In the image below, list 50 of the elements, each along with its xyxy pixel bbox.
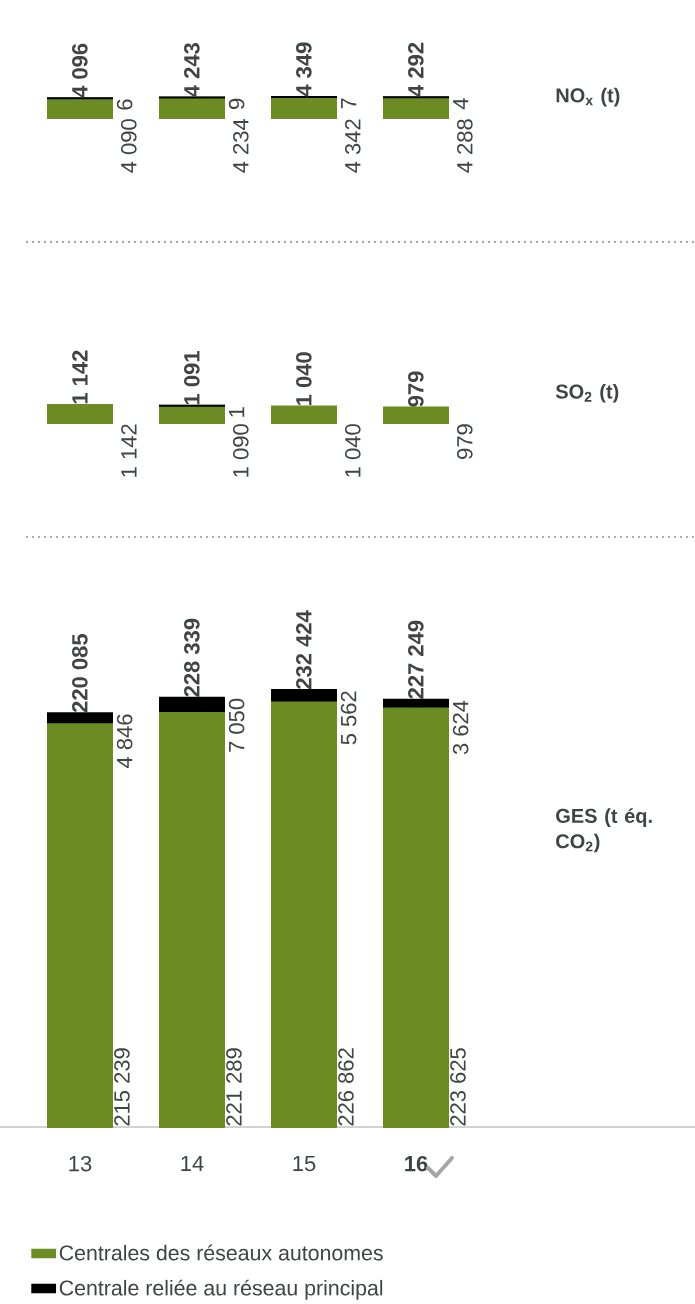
bar	[383, 698, 449, 708]
total-label: 228 339	[184, 618, 200, 697]
total-label: 220 085	[72, 634, 88, 713]
total-label: 4 292	[408, 42, 424, 97]
bar	[47, 721, 113, 1128]
data-label: 221 289	[226, 1048, 242, 1126]
data-label: 4	[453, 98, 469, 110]
total-label: 1 091	[184, 351, 200, 405]
data-label: 1 040	[345, 424, 361, 477]
data-label: 7 050	[228, 698, 245, 752]
data-label: 4 342	[345, 119, 361, 173]
total-label: 4 243	[184, 43, 200, 97]
y-axis-title: NO$_{x}$ (t)	[556, 87, 620, 107]
x-tick-label: 13	[69, 1155, 92, 1172]
data-label: 3 624	[452, 700, 469, 755]
legend-label: Centrales des réseaux autonomes	[59, 1244, 383, 1261]
data-label: 223 625	[450, 1048, 466, 1126]
data-label: 979	[457, 424, 473, 459]
bar	[271, 689, 337, 702]
legend-label: Centrale reliée au réseau principal	[59, 1279, 383, 1300]
data-label: 6	[116, 99, 133, 110]
data-label: 7	[341, 98, 357, 109]
total-label: 4 096	[72, 43, 88, 98]
data-label: 1	[229, 407, 245, 417]
total-label: 979	[408, 371, 424, 407]
total-label: 4 349	[296, 42, 312, 97]
x-tick-label: 14	[181, 1155, 204, 1172]
bar	[159, 709, 225, 1128]
data-label: 5 562	[340, 691, 357, 745]
data-label: 4 090	[121, 119, 137, 173]
y-axis-title: SO$_{2}$ (t)	[555, 383, 619, 403]
data-label: 1 090	[233, 424, 249, 477]
x-tick-label: 16	[405, 1155, 428, 1172]
data-label: 4 846	[116, 714, 133, 769]
data-label: 215 239	[114, 1048, 130, 1126]
total-label: 227 249	[408, 620, 424, 699]
bar	[47, 712, 113, 724]
data-label: 4 234	[233, 118, 249, 173]
bar	[271, 699, 337, 1128]
total-label: 1 142	[72, 350, 88, 404]
bar	[383, 705, 449, 1128]
data-label: 1 142	[121, 424, 137, 477]
x-tick-label: 15	[293, 1155, 316, 1172]
y-axis-title: GES (t éq. CO$_{2}$)	[556, 808, 652, 853]
data-label: 226 862	[338, 1048, 354, 1126]
total-label: 232 424	[296, 610, 312, 689]
bar	[159, 696, 225, 712]
data-label: 9	[228, 98, 245, 109]
data-label: 4 288	[457, 119, 473, 173]
total-label: 1 040	[296, 352, 312, 405]
